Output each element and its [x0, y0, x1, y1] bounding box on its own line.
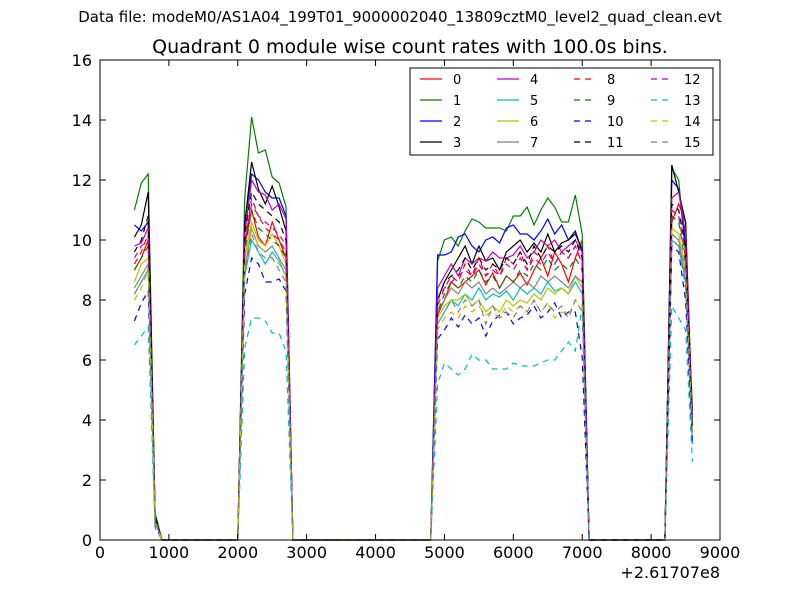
y-tick-label: 14: [72, 111, 92, 130]
y-tick-label: 2: [82, 471, 92, 490]
legend-label-13: 13: [684, 94, 701, 109]
legend-label-6: 6: [530, 115, 538, 130]
y-tick-label: 4: [82, 411, 92, 430]
series-line-13: [133, 303, 693, 541]
y-tick-label: 8: [82, 291, 92, 310]
x-tick-label: 1000: [149, 543, 190, 562]
legend-label-14: 14: [684, 115, 701, 130]
chart-title: Quadrant 0 module wise count rates with …: [152, 36, 668, 58]
series-line-15: [133, 231, 693, 541]
x-tick-label: 8000: [631, 543, 672, 562]
x-axis-offset-label: +2.61707e8: [620, 563, 720, 582]
y-tick-label: 6: [82, 351, 92, 370]
series-line-14: [133, 225, 693, 541]
legend-label-3: 3: [453, 136, 461, 151]
series-line-2: [134, 172, 693, 541]
legend-label-15: 15: [684, 136, 701, 151]
y-tick-label: 12: [72, 171, 92, 190]
series-line-11: [133, 190, 693, 541]
series-line-1: [133, 116, 693, 541]
legend-label-12: 12: [684, 73, 701, 88]
x-tick-label: 3000: [286, 543, 327, 562]
x-tick-label: 6000: [493, 543, 534, 562]
y-tick-label: 16: [72, 51, 92, 70]
legend-label-2: 2: [453, 115, 461, 130]
legend-label-10: 10: [607, 115, 624, 130]
legend-label-4: 4: [530, 73, 538, 88]
y-tick-label: 10: [72, 231, 92, 250]
x-tick-label: 2000: [217, 543, 258, 562]
series-line-12: [133, 197, 693, 541]
series-line-3: [133, 161, 693, 541]
series-line-5: [133, 238, 693, 541]
legend-label-8: 8: [607, 73, 615, 88]
legend-label-5: 5: [530, 94, 538, 109]
x-tick-label: 4000: [355, 543, 396, 562]
series-line-7: [133, 225, 693, 541]
series-line-6: [133, 219, 693, 541]
figure-suptitle: Data file: modeM0/AS1A04_199T01_90000020…: [78, 8, 722, 26]
x-tick-label: 7000: [562, 543, 603, 562]
series-line-4: [134, 178, 693, 541]
legend-label-1: 1: [453, 94, 461, 109]
x-tick-label: 9000: [700, 543, 741, 562]
ticks-layer: 0 1000 2000 3000 4000 5000 6000 7000 8000 9000 0 2 4…: [72, 51, 741, 562]
y-tick-label: 0: [82, 531, 92, 550]
legend-label-11: 11: [607, 136, 624, 151]
series-line-0: [133, 202, 693, 541]
series-line-10: [133, 244, 693, 541]
series-layer: [133, 116, 693, 541]
series-line-9: [133, 207, 693, 541]
legend-box: [409, 67, 714, 156]
legend-label-0: 0: [453, 73, 461, 88]
x-tick-label: 5000: [424, 543, 465, 562]
x-tick-label: 0: [95, 543, 105, 562]
legend-label-9: 9: [607, 94, 615, 109]
series-line-8: [133, 202, 693, 541]
legend-label-7: 7: [530, 136, 538, 151]
